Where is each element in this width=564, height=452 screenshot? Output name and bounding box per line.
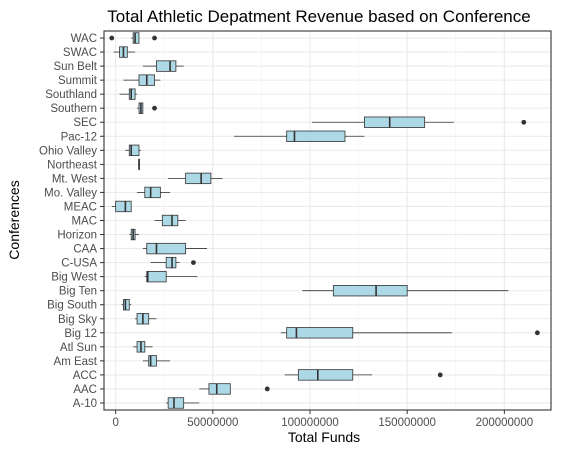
y-tick-label: Horizon (57, 230, 97, 242)
box (146, 242, 187, 255)
box (286, 130, 346, 142)
y-tick-label: A-10 (73, 398, 97, 410)
y-tick-label: MEAC (64, 201, 97, 213)
box (165, 256, 177, 269)
outlier-point (264, 386, 270, 392)
y-tick-label: ACC (73, 370, 97, 382)
x-tick-label: 100000000 (281, 417, 339, 429)
x-axis-title: Total Funds (288, 429, 360, 445)
chart-title: Total Athletic Depatment Revenue based o… (107, 7, 530, 26)
y-tick-label: C-USA (61, 258, 97, 270)
y-tick-label: Pac-12 (61, 131, 97, 143)
x-tick-label: 150000000 (378, 417, 436, 429)
y-tick-label: Mt. West (52, 173, 98, 185)
outlier-point (191, 260, 196, 266)
box (208, 383, 231, 395)
outlier-point (152, 35, 157, 41)
box (286, 327, 354, 339)
box (128, 88, 136, 100)
y-tick-label: Sun Belt (54, 61, 98, 73)
outlier-point (109, 35, 115, 41)
y-axis-title: Conferences (6, 180, 22, 259)
plot-area: 0 50000000 100000000 150000000 200000000 A-10… (39, 30, 552, 429)
outlier-point (437, 372, 443, 378)
y-tick-label: MAC (71, 216, 97, 228)
y-tick-label: Big West (51, 272, 98, 284)
x-tick-label: 0 (112, 417, 118, 429)
box (161, 214, 179, 227)
box (132, 32, 140, 44)
y-tick-label: SWAC (63, 47, 97, 59)
y-tick-label: Southern (50, 103, 97, 115)
y-tick-label: Am East (54, 356, 98, 368)
y-tick-label: CAA (73, 244, 97, 256)
box (185, 172, 212, 185)
y-tick-label: Big South (47, 300, 97, 312)
y-tick-label: Big Ten (59, 286, 97, 298)
y-tick-label: Summit (58, 75, 98, 87)
x-tick-label: 50000000 (187, 417, 238, 429)
x-tick-label: 200000000 (476, 417, 534, 429)
box (115, 200, 132, 213)
y-tick-label: Southland (45, 89, 97, 101)
box (144, 186, 161, 199)
y-tick-label: AAC (73, 384, 97, 396)
box (123, 299, 130, 311)
box (146, 270, 167, 283)
y-tick-label: WAC (71, 33, 97, 45)
outlier-point (521, 119, 527, 125)
box (148, 355, 157, 367)
y-tick-label: Northeast (47, 159, 98, 171)
y-tick-label: SEC (73, 117, 97, 129)
box (167, 397, 185, 409)
box (128, 144, 140, 156)
box (297, 369, 354, 381)
y-tick-label: Mo. Valley (44, 187, 97, 199)
y-tick-label: Big 12 (64, 328, 97, 340)
y-tick-label: Atl Sun (60, 342, 97, 354)
outlier-point (534, 330, 540, 336)
y-tick-label: Big Sky (58, 314, 97, 326)
outlier-point (152, 105, 157, 111)
box (156, 60, 177, 72)
box (364, 116, 426, 128)
box (332, 285, 408, 297)
y-tick-label: Ohio Valley (39, 145, 97, 157)
